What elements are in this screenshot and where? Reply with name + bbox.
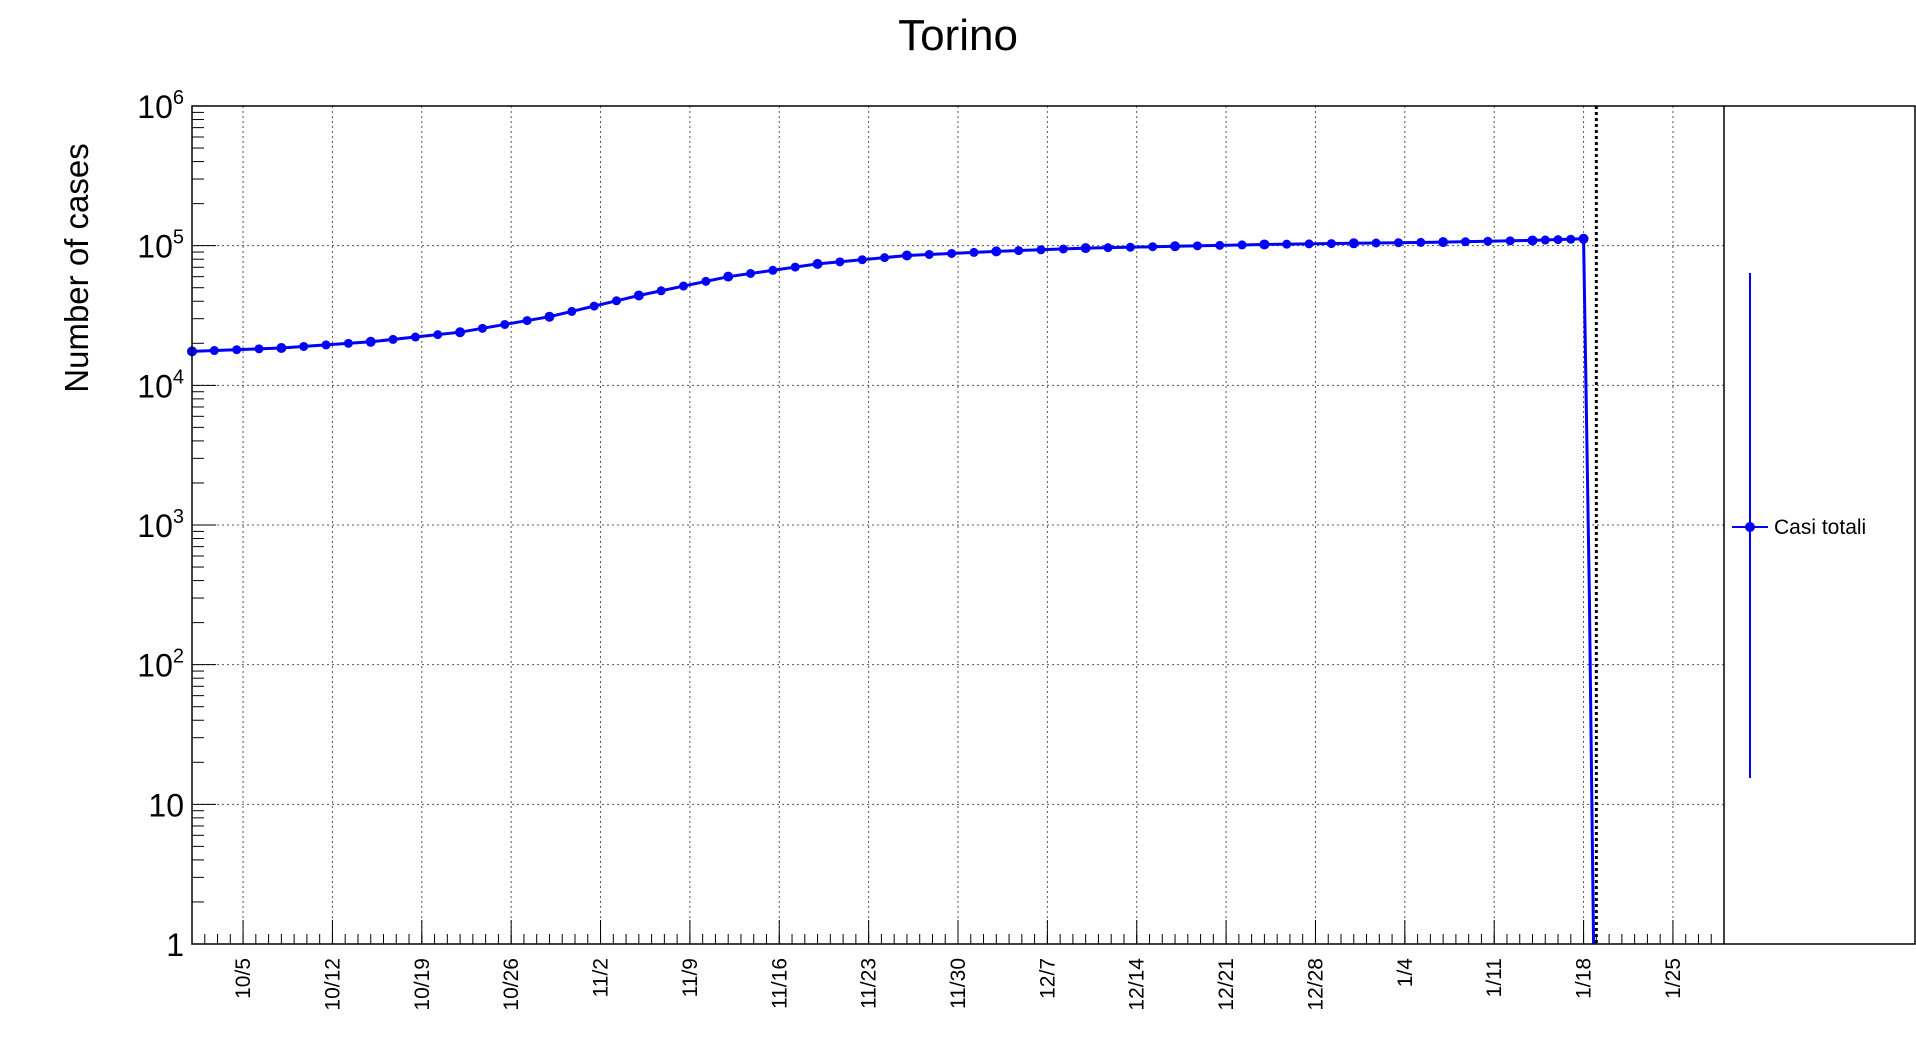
y-tick-label: 106 [137,87,184,125]
data-point [522,316,532,326]
x-tick-label: 12/14 [1126,958,1149,1011]
data-point [1215,240,1225,250]
data-point [1259,239,1270,250]
x-tick-label: 10/26 [500,958,523,1011]
x-tick-label: 10/5 [232,958,255,999]
x-tick-label: 1/11 [1483,958,1506,997]
y-axis-label: Number of cases [58,143,95,392]
data-point [1527,235,1538,246]
data-point [1578,233,1589,244]
data-point [768,265,778,275]
data-point [1014,246,1024,256]
data-point [679,281,689,291]
data-point [1540,235,1550,245]
data-point [1326,239,1336,249]
x-tick-label: 11/2 [590,958,613,997]
x-tick-label: 11/30 [947,958,970,1009]
data-point [969,247,979,257]
data-point [299,341,309,351]
data-point [388,334,398,344]
data-point [589,301,599,311]
data-point [410,332,420,342]
data-point [1192,241,1202,251]
x-tick-label: 11/9 [679,958,702,997]
data-point [857,255,867,265]
data-point [991,246,1002,257]
x-tick-label: 11/16 [768,958,791,1009]
data-point [1170,241,1181,252]
data-point [812,258,823,269]
grid-layer [192,106,1724,944]
data-point [567,306,577,316]
data-point [1237,240,1247,250]
data-point [500,319,510,329]
data-point [544,311,555,322]
data-point [723,271,734,282]
data-point [1505,236,1515,246]
x-tick-label: 12/7 [1036,958,1059,999]
x-tick-label: 1/4 [1394,958,1417,988]
data-point [365,336,376,347]
data-point [633,290,644,301]
data-point [1282,239,1292,249]
legend: Casi totali [1732,273,1866,778]
plot-frame [191,105,1916,945]
data-point [1125,242,1135,252]
data-point [321,340,331,350]
data-point [1080,243,1091,254]
data-point [611,296,621,306]
data-point [746,268,756,278]
data-point [343,338,353,348]
data-point [1348,238,1359,249]
x-tick-label: 1/18 [1573,958,1596,999]
chart-title: Torino [898,11,1018,60]
x-tick-label: 10/12 [321,958,344,1011]
data-point [656,286,666,296]
data-point [1036,245,1046,255]
labels-layer: 1 10 102 103 104 105 106 10/5 10/12 10/19 10/26 11/… [137,87,1685,1011]
data-point [1058,244,1068,254]
x-tick-label: 12/21 [1215,958,1238,1011]
x-tick-label: 1/25 [1662,958,1685,999]
data-point [1438,237,1449,248]
data-point [901,250,912,261]
data-point [209,346,219,356]
x-tick-label: 12/28 [1304,958,1327,1011]
data-point [1460,237,1470,247]
data-point [455,327,466,338]
y-tick-label: 102 [137,646,184,684]
data-point [1371,238,1381,248]
series-drop-line [1582,238,1596,945]
y-tick-label: 104 [137,366,184,404]
data-point [880,253,890,263]
data-point [477,323,487,333]
data-point [1483,236,1493,246]
series-layer [187,106,1598,945]
x-tick-label: 10/19 [411,958,434,1011]
y-tick-label: 1 [166,927,184,963]
data-point [947,248,957,258]
data-point [1304,239,1314,249]
y-tick-label: 105 [137,227,184,265]
data-point [1103,243,1113,253]
data-point [790,262,800,272]
data-point [1148,242,1158,252]
y-tick-label: 103 [137,506,184,544]
data-point [232,345,242,355]
legend-entry-label: Casi totali [1774,516,1866,539]
data-point [1393,238,1403,248]
data-point [924,249,934,259]
data-point [254,344,264,354]
data-point [1416,237,1426,247]
data-point [701,276,711,286]
legend-marker [1745,522,1755,532]
data-point [1566,234,1576,244]
data-point [835,257,845,267]
data-point [276,343,287,354]
data-point [1553,235,1563,245]
y-tick-label: 10 [148,787,184,823]
data-point [433,330,443,340]
x-tick-label: 11/23 [858,958,881,1009]
